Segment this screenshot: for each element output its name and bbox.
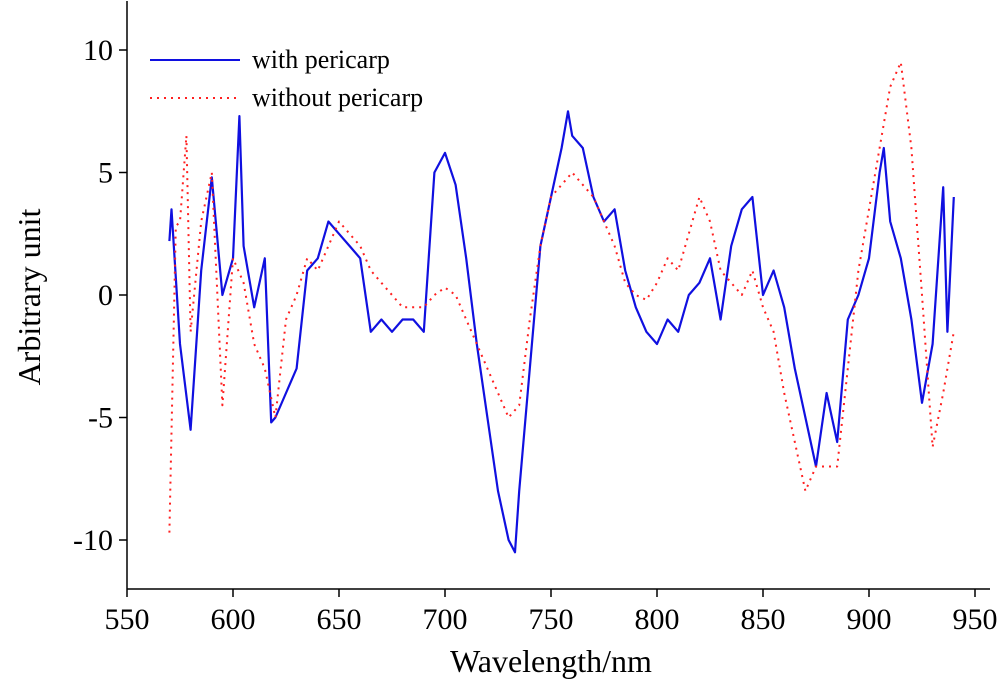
x-tick-label: 750 xyxy=(529,603,574,636)
x-tick-label: 600 xyxy=(211,603,256,636)
x-tick-label: 700 xyxy=(423,603,468,636)
y-tick-label: 10 xyxy=(83,34,113,67)
y-tick-label: -5 xyxy=(88,402,113,435)
x-tick-label: 950 xyxy=(953,603,998,636)
legend-label: with pericarp xyxy=(252,45,390,74)
x-tick-label: 900 xyxy=(847,603,892,636)
series-line xyxy=(168,61,955,533)
series-line xyxy=(168,110,955,554)
y-tick-label: 5 xyxy=(98,157,113,190)
y-axis-title: Arbitrary unit xyxy=(11,208,47,385)
x-tick-label: 850 xyxy=(741,603,786,636)
legend-label: without pericarp xyxy=(252,83,423,112)
x-tick-label: 800 xyxy=(635,603,680,636)
x-axis-title: Wavelength/nm xyxy=(450,643,652,679)
x-tick-label: 550 xyxy=(105,603,150,636)
y-tick-label: -10 xyxy=(73,524,113,557)
x-tick-label: 650 xyxy=(317,603,362,636)
y-tick-label: 0 xyxy=(98,279,113,312)
